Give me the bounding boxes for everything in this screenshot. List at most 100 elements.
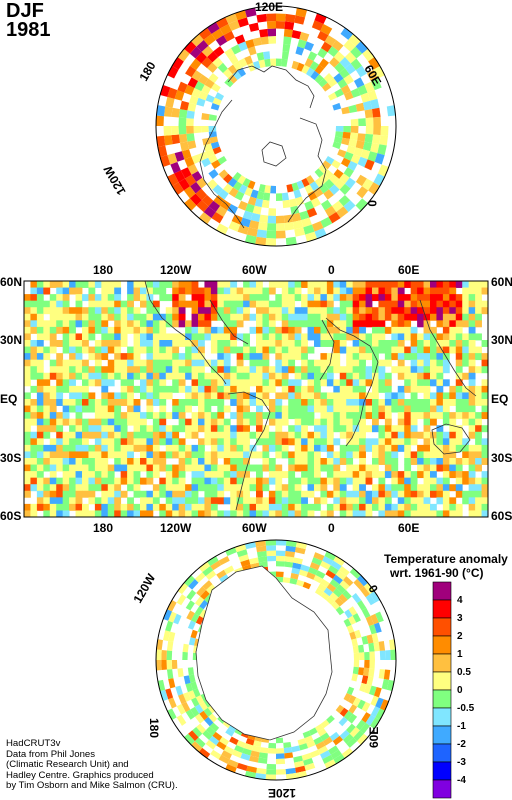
anomaly-cell — [436, 444, 444, 452]
anomaly-cell — [243, 431, 250, 439]
anomaly-cell — [404, 464, 412, 472]
anomaly-cell — [127, 313, 134, 321]
anomaly-cell — [384, 399, 392, 406]
anomaly-cell — [152, 458, 160, 465]
anomaly-cell — [368, 57, 380, 70]
anomaly-cell — [333, 379, 341, 387]
anomaly-cell — [339, 497, 347, 505]
anomaly-cell — [228, 187, 239, 198]
anomaly-cell — [196, 39, 209, 52]
anomaly-cell — [307, 458, 315, 465]
anomaly-cell — [223, 366, 231, 374]
anomaly-cell — [245, 738, 255, 746]
anomaly-cell — [346, 353, 354, 361]
anomaly-cell — [370, 706, 380, 718]
anomaly-cell — [462, 399, 470, 406]
anomaly-cell — [423, 444, 431, 452]
anomaly-cell — [189, 193, 202, 206]
anomaly-cell — [372, 366, 379, 374]
anomaly-cell — [361, 675, 369, 685]
anomaly-cell — [333, 333, 341, 341]
anomaly-cell — [357, 575, 368, 587]
anomaly-cell — [101, 307, 109, 315]
anomaly-cell — [88, 353, 96, 361]
anomaly-cell — [159, 405, 167, 413]
anomaly-cell — [219, 574, 230, 584]
anomaly-cell — [262, 385, 270, 393]
anomaly-cell — [88, 313, 96, 321]
anomaly-cell — [481, 385, 488, 393]
anomaly-cell — [378, 438, 386, 446]
anomaly-cell — [243, 353, 250, 361]
anomaly-cell — [455, 431, 463, 439]
anomaly-cell — [236, 346, 244, 354]
anomaly-cell — [133, 471, 141, 479]
anomaly-cell — [309, 181, 320, 191]
anomaly-cell — [243, 412, 250, 420]
anomaly-cell — [94, 464, 102, 472]
anomaly-cell — [204, 372, 212, 380]
anomaly-cell — [30, 503, 38, 511]
anomaly-cell — [361, 712, 371, 723]
anomaly-cell — [357, 733, 368, 745]
anomaly-cell — [423, 510, 431, 517]
anomaly-cell — [353, 147, 363, 157]
anomaly-cell — [88, 451, 96, 459]
legend-swatch — [432, 671, 452, 691]
anomaly-cell — [352, 300, 360, 308]
anomaly-cell — [101, 366, 109, 374]
anomaly-cell — [301, 444, 308, 452]
anomaly-cell — [36, 444, 44, 452]
anomaly-cell — [243, 471, 250, 479]
anomaly-cell — [62, 346, 70, 354]
anomaly-cell — [133, 458, 141, 465]
anomaly-cell — [185, 359, 192, 367]
anomaly-cell — [146, 451, 154, 459]
anomaly-cell — [307, 346, 315, 354]
anomaly-cell — [185, 366, 192, 374]
anomaly-cell — [217, 431, 225, 439]
anomaly-cell — [430, 372, 437, 380]
anomaly-cell — [178, 366, 186, 374]
anomaly-cell — [306, 207, 318, 218]
anomaly-cell — [185, 682, 193, 693]
anomaly-cell — [378, 484, 386, 492]
anomaly-cell — [384, 503, 392, 511]
anomaly-cell — [288, 326, 296, 334]
anomaly-cell — [256, 307, 263, 315]
anomaly-cell — [165, 444, 173, 452]
anomaly-cell — [133, 346, 141, 354]
anomaly-cell — [198, 359, 205, 367]
anomaly-cell — [256, 510, 263, 517]
anomaly-cell — [352, 294, 360, 302]
anomaly-cell — [256, 484, 263, 492]
anomaly-cell — [322, 754, 334, 764]
anomaly-cell — [191, 366, 199, 374]
anomaly-cell — [442, 281, 450, 288]
anomaly-cell — [49, 392, 57, 400]
anomaly-cell — [268, 418, 276, 426]
anomaly-cell — [351, 592, 362, 604]
anomaly-cell — [152, 451, 160, 459]
anomaly-cell — [185, 287, 192, 295]
anomaly-cell — [101, 346, 109, 354]
anomaly-cell — [256, 333, 263, 341]
anomaly-cell — [344, 51, 357, 64]
anomaly-cell — [410, 385, 418, 393]
anomaly-cell — [384, 294, 392, 302]
anomaly-cell — [114, 464, 122, 472]
anomaly-cell — [417, 510, 424, 517]
anomaly-cell — [462, 294, 470, 302]
anomaly-cell — [295, 46, 305, 56]
anomaly-cell — [262, 503, 270, 511]
anomaly-cell — [339, 320, 347, 328]
anomaly-cell — [185, 300, 192, 308]
anomaly-cell — [346, 444, 354, 452]
anomaly-cell — [326, 307, 334, 315]
anomaly-cell — [163, 135, 173, 146]
legend-swatch — [432, 581, 452, 601]
anomaly-cell — [165, 451, 173, 459]
anomaly-cell — [256, 438, 263, 446]
anomaly-cell — [146, 287, 154, 295]
anomaly-cell — [120, 300, 128, 308]
